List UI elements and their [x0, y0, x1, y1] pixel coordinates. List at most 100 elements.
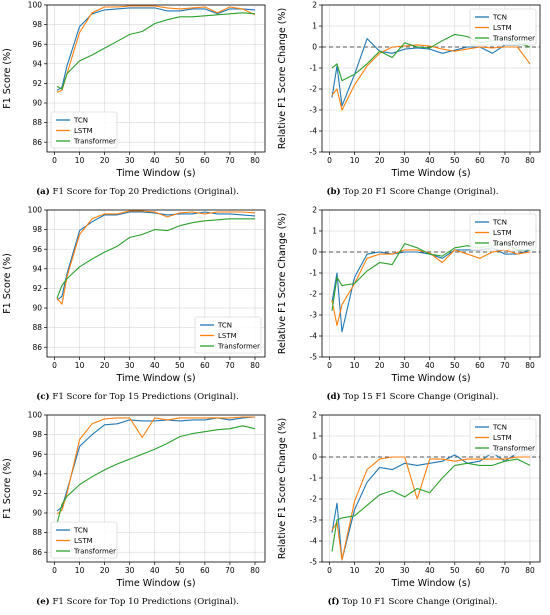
x-tick-label: 70 [500, 361, 510, 370]
y-tick-label: 90 [32, 304, 42, 313]
x-axis-label: Time Window (s) [115, 578, 195, 589]
x-tick-label: 10 [75, 156, 85, 165]
x-tick-label: 60 [475, 566, 485, 575]
y-tick-label: -5 [310, 148, 318, 157]
x-tick-label: 10 [350, 361, 360, 370]
x-tick-label: 0 [327, 566, 332, 575]
legend-label-transformer: Transformer [73, 548, 116, 556]
y-tick-label: -3 [310, 516, 318, 525]
legend-label-transformer: Transformer [492, 35, 535, 43]
series-line-transformer [56, 425, 256, 524]
subfigure-caption-c: (c) F1 Score for Top 15 Predictions (Ori… [0, 392, 275, 402]
x-tick-label: 80 [250, 361, 260, 370]
x-tick-label: 60 [200, 361, 210, 370]
x-tick-label: 70 [225, 156, 235, 165]
series-line-lstm [56, 416, 255, 515]
x-axis-label: Time Window (s) [390, 578, 470, 589]
series-line-transformer [331, 458, 531, 552]
x-tick-label: 60 [200, 566, 210, 575]
legend-box [50, 111, 118, 149]
x-tick-label: 60 [475, 156, 485, 165]
series-line-tcn [331, 38, 531, 107]
y-tick-label: 100 [28, 411, 43, 420]
chart-svg-d: 0 10 20 30 40 50 60 70 80 -5 -4 -3 -2 -1 0 1 2 Time Windo… [277, 206, 541, 384]
subfigure-caption-f: (f) Top 10 F1 Score Change (Original). [275, 597, 550, 607]
y-tick-label: 86 [32, 138, 42, 147]
x-axis-label: Time Window (s) [390, 168, 470, 179]
x-tick-label: 70 [225, 361, 235, 370]
plot-frame [46, 209, 266, 358]
subfigure-caption-label: (a) [36, 187, 50, 197]
y-tick-label: 94 [32, 469, 42, 478]
y-tick-label: 2 [312, 411, 317, 420]
y-tick-label: -3 [310, 311, 318, 320]
y-tick-label: -5 [310, 353, 318, 362]
x-tick-label: 20 [375, 361, 385, 370]
subfigure-caption-text: F1 Score for Top 20 Predictions (Origina… [49, 187, 239, 197]
x-tick-label: 50 [175, 156, 185, 165]
subfigure-caption-e: (e) F1 Score for Top 10 Predictions (Ori… [0, 597, 275, 607]
x-tick-label: 10 [350, 566, 360, 575]
subfigure-caption-a: (a) F1 Score for Top 20 Predictions (Ori… [0, 187, 275, 197]
chart-svg-b: 0 10 20 30 40 50 60 70 80 -5 -4 -3 -2 -1 0 1 2 Time Windo… [277, 1, 541, 179]
legend-label-lstm: LSTM [493, 434, 512, 442]
x-tick-label: 20 [100, 361, 110, 370]
legend-label-transformer: Transformer [217, 343, 260, 351]
y-tick-label: 88 [32, 528, 42, 537]
chart-svg-a: 0 10 20 30 40 50 60 70 80 86 88 90 92 94 96 98 100 Time W… [2, 1, 266, 179]
y-tick-label: 86 [32, 343, 42, 352]
y-tick-label: 0 [312, 43, 317, 52]
legend-label-tcn: TCN [73, 527, 88, 535]
x-tick-label: 10 [350, 156, 360, 165]
x-tick-label: 0 [327, 361, 332, 370]
y-tick-label: 90 [32, 99, 42, 108]
chart-panel-c: 0 10 20 30 40 50 60 70 80 86 88 90 92 94 96 98 100 Time W… [0, 205, 275, 385]
x-tick-label: 70 [500, 156, 510, 165]
x-tick-label: 30 [125, 361, 135, 370]
y-tick-label: 96 [32, 245, 42, 254]
x-tick-label: 20 [375, 566, 385, 575]
x-tick-label: 50 [175, 361, 185, 370]
y-axis-label: Relative F1 Score Change (%) [277, 213, 288, 354]
y-tick-label: 90 [32, 509, 42, 518]
x-tick-label: 0 [52, 361, 57, 370]
x-tick-label: 30 [400, 566, 410, 575]
legend-box [50, 521, 118, 559]
x-tick-label: 50 [450, 361, 460, 370]
subfigure-caption-text: F1 Score for Top 10 Predictions (Origina… [49, 597, 239, 607]
legend: TCN LSTM Transformer [194, 316, 262, 354]
y-tick-label: 96 [32, 450, 42, 459]
chart-panel-b: 0 10 20 30 40 50 60 70 80 -5 -4 -3 -2 -1 0 1 2 Time Windo… [275, 0, 550, 180]
subfigure-caption-b: (b) Top 20 F1 Score Change (Original). [275, 187, 550, 197]
y-tick-label: -4 [310, 127, 318, 136]
subfigure-caption-text: Top 15 F1 Score Change (Original). [340, 392, 499, 402]
legend-label-lstm: LSTM [493, 229, 512, 237]
x-tick-label: 40 [150, 566, 160, 575]
y-axis-label: F1 Score (%) [2, 48, 13, 109]
x-tick-label: 10 [75, 566, 85, 575]
x-tick-label: 40 [425, 156, 435, 165]
y-tick-label: 94 [32, 264, 42, 273]
y-tick-label: -1 [310, 474, 318, 483]
subfigure-caption-label: (f) [327, 597, 340, 607]
chart-svg-e: 0 10 20 30 40 50 60 70 80 86 88 90 92 94 96 98 100 Time W… [2, 411, 266, 589]
x-tick-label: 80 [525, 156, 535, 165]
y-tick-label: -1 [310, 269, 318, 278]
series-line-lstm [331, 249, 531, 327]
y-tick-label: 0 [312, 248, 317, 257]
legend-label-tcn: TCN [217, 322, 232, 330]
subfigure-caption-text: Top 20 F1 Score Change (Original). [340, 187, 499, 197]
x-tick-label: 40 [425, 566, 435, 575]
legend: TCN LSTM Transformer [469, 418, 537, 456]
series-line-tcn [331, 448, 531, 561]
plot-frame [321, 4, 541, 153]
subfigure-caption-d: (d) Top 15 F1 Score Change (Original). [275, 392, 550, 402]
x-tick-label: 40 [150, 361, 160, 370]
y-tick-label: 2 [312, 206, 317, 215]
y-tick-label: 98 [32, 225, 42, 234]
y-tick-label: -1 [310, 64, 318, 73]
y-tick-label: 88 [32, 323, 42, 332]
legend-label-tcn: TCN [73, 117, 88, 125]
legend-label-tcn: TCN [492, 219, 507, 227]
y-tick-label: 86 [32, 548, 42, 557]
